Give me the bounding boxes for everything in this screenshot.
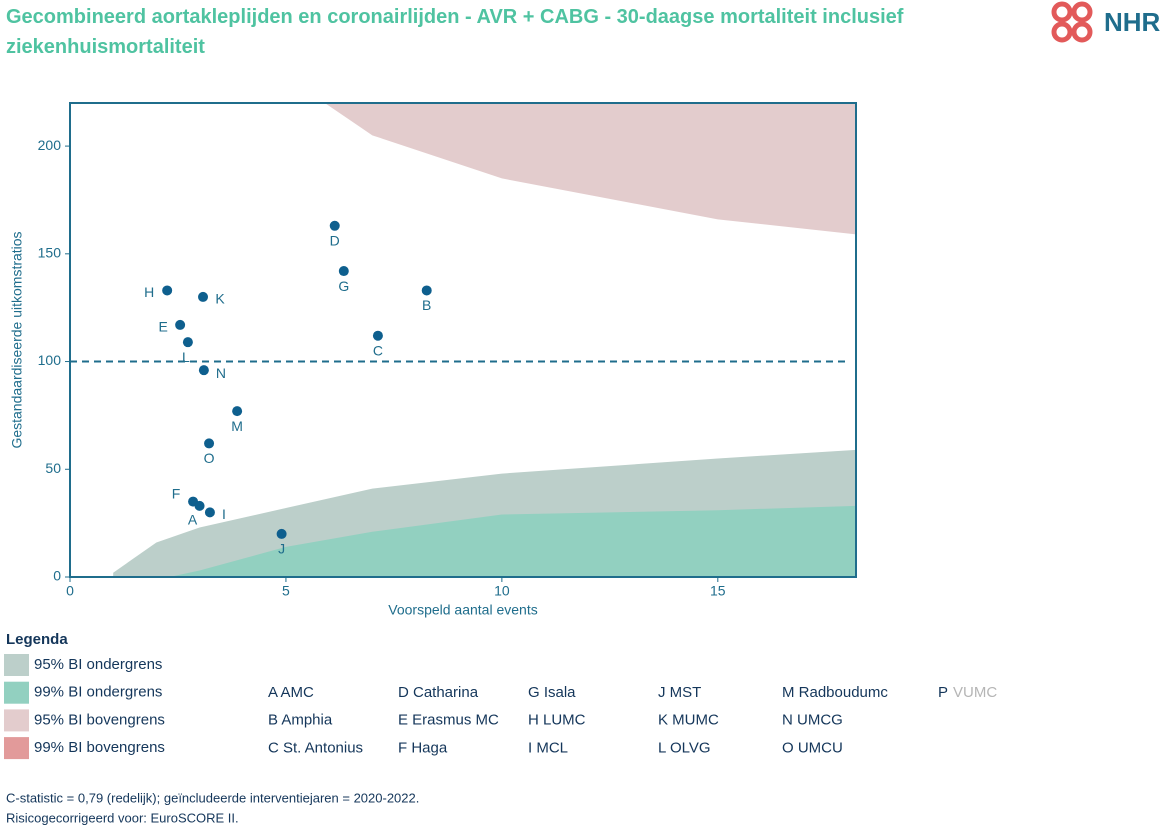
- point-label: J: [278, 541, 285, 557]
- hospital-label: G Isala: [528, 684, 576, 701]
- x-tick-label: 10: [494, 583, 510, 599]
- data-point: [204, 507, 215, 518]
- x-axis-label: Voorspeld aantal events: [388, 602, 537, 618]
- hospital-label: J MST: [658, 684, 701, 701]
- point-label: L: [182, 349, 190, 365]
- data-point: [232, 406, 243, 417]
- data-point: [372, 330, 383, 341]
- y-tick-label: 0: [53, 568, 61, 584]
- point-label: C: [373, 342, 383, 358]
- legend-label: 99% BI bovengrens: [34, 739, 165, 756]
- data-point: [198, 291, 209, 302]
- data-point: [198, 365, 209, 376]
- data-point: [204, 438, 215, 449]
- plot-frame: [69, 102, 857, 578]
- hospital-label: A AMC: [268, 684, 314, 701]
- hospital-label: N UMCG: [782, 712, 843, 729]
- data-point: [194, 500, 205, 511]
- legend-title: Legenda: [6, 631, 68, 648]
- data-point: [276, 528, 287, 539]
- confidence-band: [169, 505, 856, 577]
- y-tick-label: 100: [38, 352, 62, 368]
- data-point: [182, 337, 193, 348]
- hospital-label: L OLVG: [658, 739, 711, 756]
- hospital-label: B Amphia: [268, 712, 333, 729]
- y-axis-label: Gestandaardiseerde uitkomstratios: [9, 231, 25, 448]
- hospital-label: P VUMC: [938, 684, 997, 701]
- hospital-label: F Haga: [398, 739, 448, 756]
- point-label: O: [204, 450, 215, 466]
- hospital-label: O UMCU: [782, 739, 843, 756]
- hospital-label: I MCL: [528, 739, 568, 756]
- hospital-label: C St. Antonius: [268, 739, 363, 756]
- hospital-label: E Erasmus MC: [398, 712, 499, 729]
- data-point: [421, 285, 432, 296]
- data-point: [162, 285, 173, 296]
- data-point: [329, 220, 340, 231]
- point-label: N: [216, 365, 226, 381]
- data-point: [175, 319, 186, 330]
- footnote: C-statistic = 0,79 (redelijk); geïnclude…: [6, 790, 419, 805]
- hospital-name: VUMC: [953, 684, 997, 701]
- legend-swatch: [4, 681, 29, 704]
- legend-swatch: [4, 737, 29, 760]
- confidence-band: [324, 103, 856, 235]
- y-tick-label: 200: [38, 137, 62, 153]
- y-tick-label: 50: [45, 460, 61, 476]
- logo-icon: [1051, 1, 1093, 43]
- legend-label: 99% BI ondergrens: [34, 684, 162, 701]
- logo-text: NHR: [1104, 7, 1161, 37]
- point-label: B: [422, 297, 431, 313]
- point-label: H: [144, 284, 154, 300]
- y-tick-label: 150: [38, 245, 62, 261]
- hospital-label: D Catharina: [398, 684, 479, 701]
- point-label: G: [338, 278, 349, 294]
- point-label: F: [172, 485, 181, 501]
- legend-label: 95% BI ondergrens: [34, 656, 162, 673]
- x-tick-label: 5: [282, 583, 290, 599]
- chart-title: Gecombineerd aortakleplijden en coronair…: [6, 6, 904, 58]
- point-label: K: [215, 291, 225, 307]
- hospital-label: H LUMC: [528, 712, 586, 729]
- x-tick-label: 0: [66, 583, 74, 599]
- legend-label: 95% BI bovengrens: [34, 711, 165, 728]
- legend-swatch: [4, 709, 29, 732]
- data-point: [338, 266, 349, 277]
- point-label: E: [158, 319, 167, 335]
- x-tick-label: 15: [710, 583, 726, 599]
- footnote: Risicogecorrigeerd voor: EuroSCORE II.: [6, 810, 239, 825]
- hospital-label: M Radboudumc: [782, 684, 888, 701]
- point-label: M: [231, 418, 243, 434]
- point-label: D: [330, 233, 340, 249]
- point-label: I: [222, 506, 226, 522]
- point-label: A: [188, 512, 198, 528]
- hospital-letter: P: [938, 684, 948, 701]
- legend-swatch: [4, 654, 29, 676]
- plot-area: [70, 103, 856, 577]
- hospital-label: K MUMC: [658, 712, 719, 729]
